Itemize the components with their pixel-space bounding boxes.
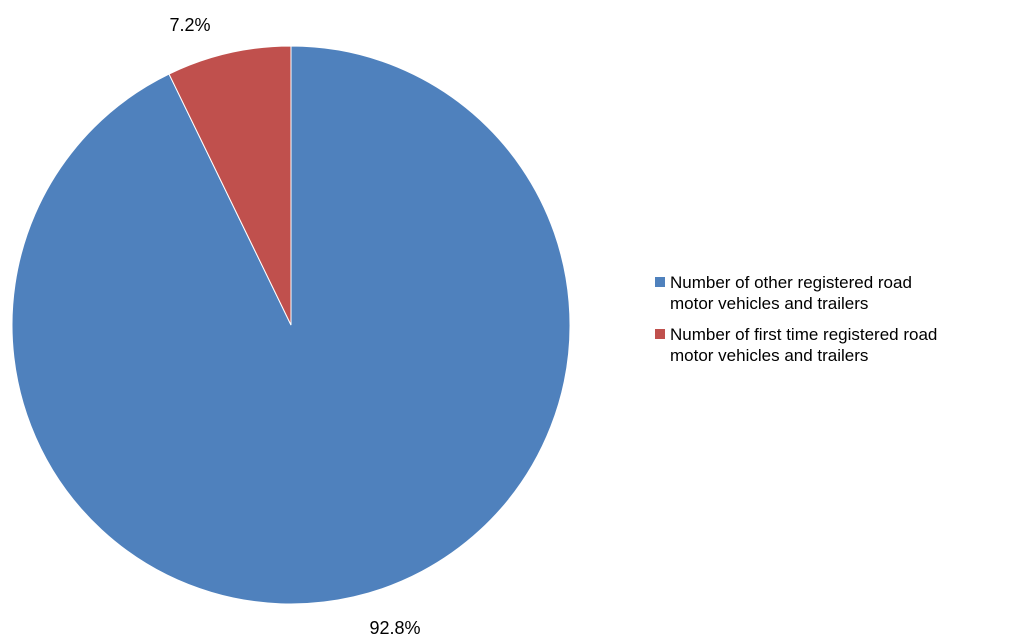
legend-swatch-first-time-registered — [655, 329, 665, 339]
pie-slices — [11, 45, 571, 605]
legend-label-line-1: Number of other registered road — [670, 273, 912, 292]
legend-label-other-registered: Number of other registered road motor ve… — [670, 272, 912, 314]
legend-item-other-registered: Number of other registered road motor ve… — [655, 272, 1005, 314]
data-label-first-time-registered: 7.2% — [169, 15, 210, 35]
legend-label-line-2: motor vehicles and trailers — [670, 294, 869, 313]
legend-swatch-other-registered — [655, 277, 665, 287]
legend-item-first-time-registered: Number of first time registered road mot… — [655, 324, 1005, 366]
legend: Number of other registered road motor ve… — [655, 272, 1005, 376]
pie-slice-first-time-registered — [168, 45, 292, 326]
legend-label-line-1: Number of first time registered road — [670, 325, 938, 344]
legend-label-line-2: motor vehicles and trailers — [670, 346, 869, 365]
data-label-other-registered: 92.8% — [369, 618, 420, 637]
legend-label-first-time-registered: Number of first time registered road mot… — [670, 324, 937, 366]
